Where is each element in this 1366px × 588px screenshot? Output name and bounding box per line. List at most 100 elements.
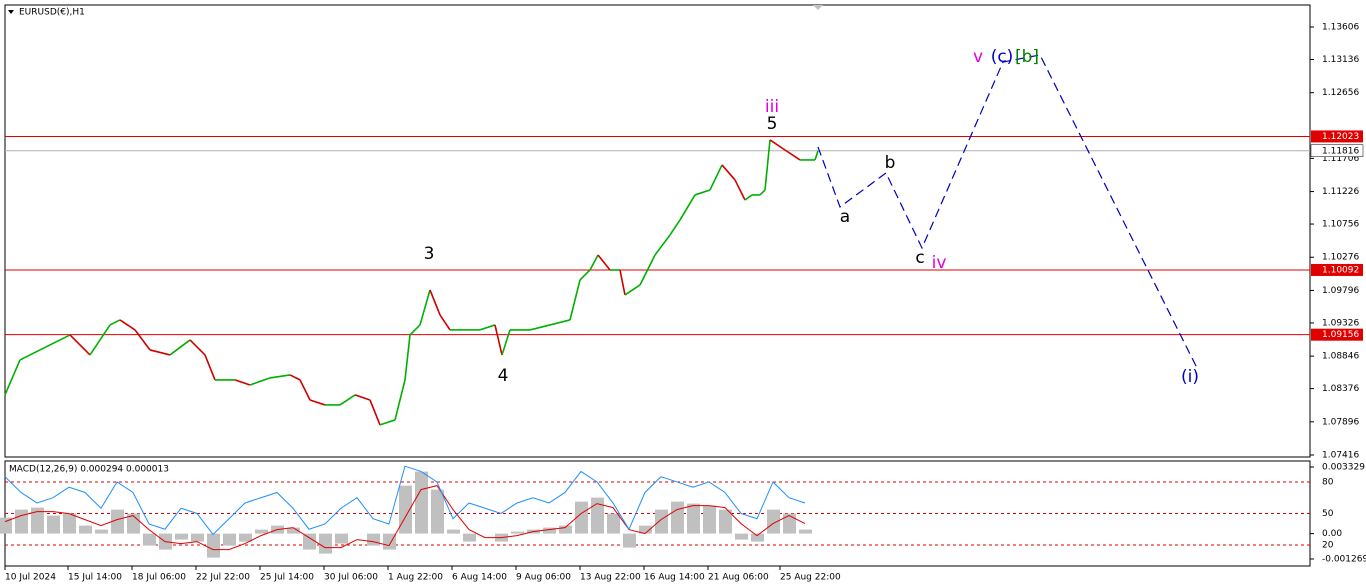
shift-marker: [813, 5, 823, 10]
price-segment: [494, 324, 503, 356]
histogram-bar: [143, 533, 156, 546]
price-segment: [149, 349, 171, 356]
price-segment: [69, 334, 91, 356]
y-tick-label: 1.07896: [1322, 417, 1359, 427]
y-tick-label: 1.07416: [1322, 450, 1359, 460]
histogram-bar: [0, 517, 12, 534]
price-panel: [4, 4, 1311, 458]
price-segment: [134, 329, 151, 351]
price-segment: [569, 279, 581, 321]
y2-tick-label: 20: [1322, 540, 1334, 550]
price-segment: [721, 164, 736, 181]
histogram-bar: [367, 533, 380, 546]
current-price-box: [1310, 144, 1364, 158]
wave-label: iii: [765, 97, 779, 117]
price-segment: [654, 234, 671, 256]
wave-label: a: [840, 207, 850, 227]
level-box: [1311, 328, 1363, 341]
y-tick-label: 1.10276: [1322, 253, 1359, 263]
price-segment: [679, 194, 696, 221]
histogram-bar: [111, 509, 124, 534]
price-segment: [39, 339, 61, 351]
x-tick-label: 25 Aug 22:00: [780, 573, 841, 583]
wave-label: iv: [932, 253, 947, 273]
price-segment: [439, 314, 451, 331]
price-segment: [249, 377, 271, 386]
price-segment: [339, 394, 356, 406]
histogram-bar: [703, 505, 716, 534]
price-segment: [744, 194, 753, 201]
level-label: 1.12023: [1322, 132, 1359, 142]
histogram-bar: [79, 525, 92, 534]
price-segment: [734, 179, 746, 201]
histogram-bar: [95, 529, 108, 534]
price-segment: [354, 394, 371, 401]
price-segment: [204, 354, 216, 381]
histogram-bar: [255, 529, 268, 534]
histogram-bar: [559, 525, 572, 534]
price-segment: [89, 324, 111, 356]
histogram-bar: [463, 533, 476, 542]
y-tick-label: -0.001269: [1322, 554, 1366, 564]
y-tick-label: 1.12656: [1322, 88, 1359, 98]
histogram-bar: [719, 509, 732, 534]
x-tick-label: 16 Aug 14:00: [644, 573, 705, 583]
price-segment: [19, 349, 41, 361]
wave-label: (i): [1181, 367, 1199, 387]
x-tick-label: 30 Jul 06:00: [324, 573, 378, 583]
histogram-bar: [239, 533, 252, 542]
menu-arrow: [8, 10, 14, 14]
y-tick-label: 1.08376: [1322, 384, 1359, 394]
price-segment: [624, 284, 641, 296]
macd-title: MACD(12,26,9) 0.000294 0.000013: [9, 465, 169, 475]
histogram-bar: [607, 513, 620, 534]
histogram-bar: [767, 509, 780, 534]
histogram-bar: [687, 503, 700, 534]
price-segment: [299, 379, 311, 401]
y-tick-label: 1.11226: [1322, 187, 1359, 197]
histogram-bar: [47, 515, 60, 534]
histogram-bar: [223, 533, 236, 546]
histogram-bar: [431, 489, 444, 534]
histogram-bar: [751, 533, 764, 542]
price-segment: [579, 269, 591, 281]
wave-label: 4: [498, 366, 509, 386]
price-segment: [234, 379, 251, 386]
price-segment: [119, 319, 136, 331]
x-tick-label: 9 Aug 06:00: [516, 573, 571, 583]
histogram-bar: [447, 529, 460, 534]
y-tick-label: 1.09326: [1322, 318, 1359, 328]
indicator-line: [4, 465, 806, 536]
x-tick-label: 6 Aug 14:00: [452, 573, 507, 583]
level-label: 1.10092: [1322, 265, 1359, 275]
price-segment: [814, 150, 819, 161]
x-tick-label: 13 Aug 22:00: [580, 573, 641, 583]
histogram-bar: [783, 513, 796, 534]
histogram-bar: [543, 527, 556, 534]
wave-label: v: [973, 47, 983, 67]
histogram-bar: [319, 533, 332, 554]
x-tick-label: 21 Aug 06:00: [708, 573, 769, 583]
price-segment: [597, 254, 611, 271]
current-price-label: 1.11816: [1322, 146, 1359, 156]
wave-label: [b]: [1015, 47, 1039, 67]
price-segment: [784, 149, 801, 161]
price-segment: [619, 269, 626, 296]
indicator-line: [4, 485, 806, 551]
x-tick-label: 22 Jul 22:00: [196, 573, 250, 583]
histogram-bar: [175, 533, 188, 540]
histogram-bar: [639, 525, 652, 534]
y2-tick-label: 50: [1322, 509, 1334, 519]
y-tick-label: 1.13136: [1322, 55, 1359, 65]
level-label: 1.09156: [1322, 330, 1359, 340]
histogram-bar: [383, 533, 396, 550]
price-segment: [419, 289, 431, 326]
x-tick-label: 18 Jul 06:00: [132, 573, 186, 583]
price-segment: [549, 319, 571, 326]
histogram-bar: [335, 533, 348, 544]
price-segment: [639, 254, 656, 286]
price-segment: [379, 419, 396, 426]
histogram-bar: [15, 509, 28, 534]
price-segment: [589, 254, 599, 271]
